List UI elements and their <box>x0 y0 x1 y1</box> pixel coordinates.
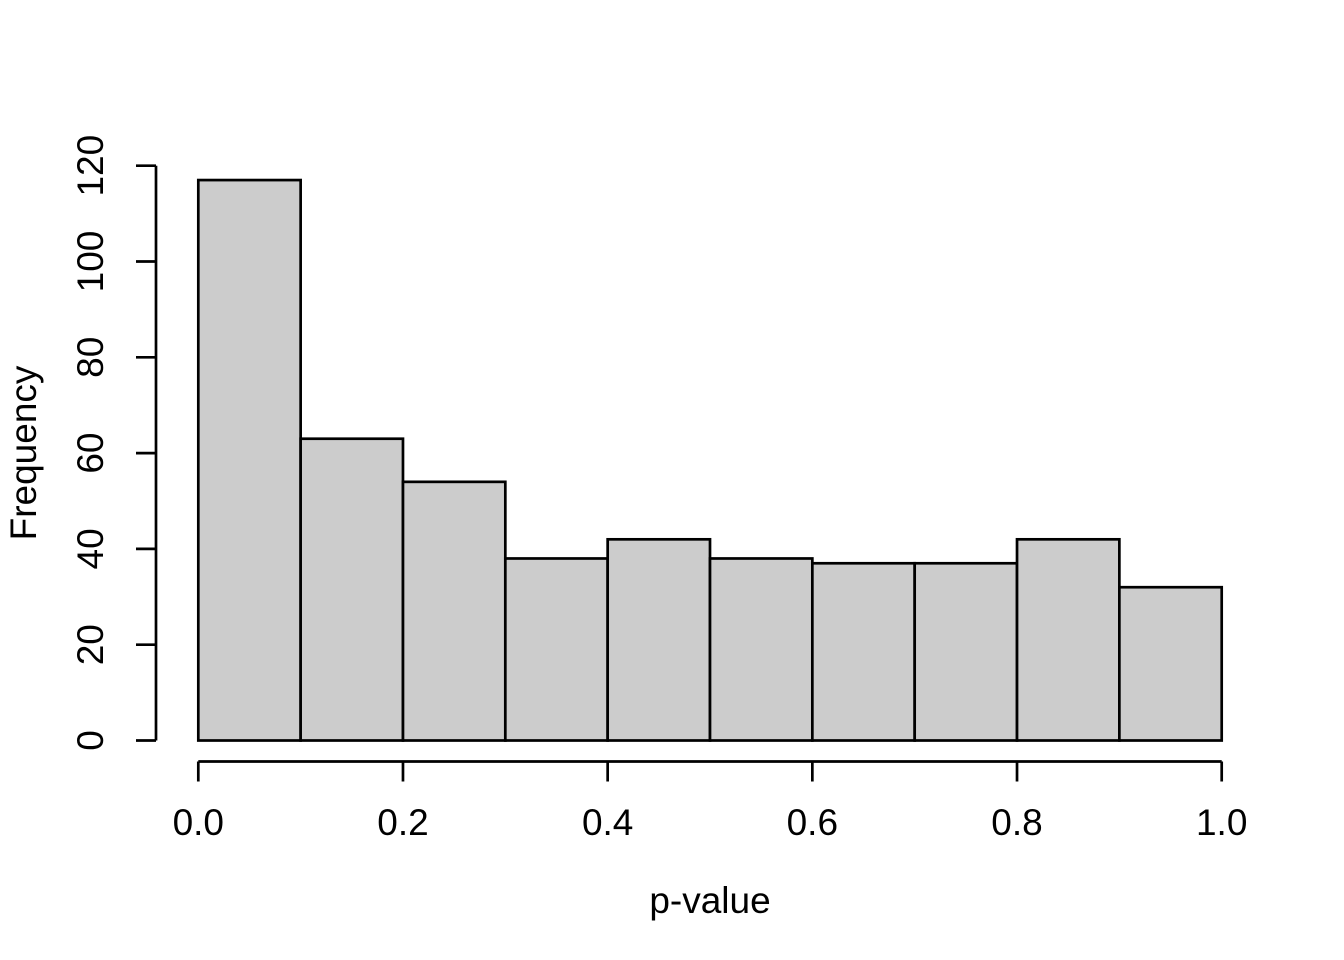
histogram-bar <box>708 557 814 742</box>
histogram-bar <box>503 557 610 742</box>
histogram-bar <box>401 480 507 742</box>
y-tick-label: 60 <box>70 433 111 474</box>
y-tick-label: 80 <box>70 337 111 378</box>
x-tick-label: 0.8 <box>991 802 1042 843</box>
x-axis-title: p-value <box>649 880 770 921</box>
x-tick-label: 0.2 <box>377 802 428 843</box>
x-tick-label: 0.4 <box>582 802 633 843</box>
y-axis: 0 20 40 60 80 100 120 <box>70 135 158 751</box>
x-tick-label: 0.0 <box>173 802 224 843</box>
bars-group <box>196 178 1224 742</box>
x-tick-label: 0.6 <box>787 802 838 843</box>
histogram-bar <box>1015 537 1121 742</box>
y-tick-label: 20 <box>70 624 111 665</box>
histogram-bar <box>606 537 712 742</box>
y-axis-title: Frequency <box>3 365 44 540</box>
y-tick-label: 0 <box>70 730 111 751</box>
histogram-bar <box>913 561 1019 742</box>
histogram-bar <box>1118 585 1224 742</box>
y-tick-label: 120 <box>70 135 111 197</box>
y-tick-label: 100 <box>70 231 111 293</box>
histogram-bar <box>810 561 917 742</box>
y-tick-label: 40 <box>70 528 111 569</box>
x-tick-label: 1.0 <box>1196 802 1247 843</box>
histogram-bar <box>299 437 405 742</box>
histogram-bar <box>196 178 302 742</box>
x-axis: 0.0 0.2 0.4 0.6 0.8 1.0 <box>173 760 1247 843</box>
